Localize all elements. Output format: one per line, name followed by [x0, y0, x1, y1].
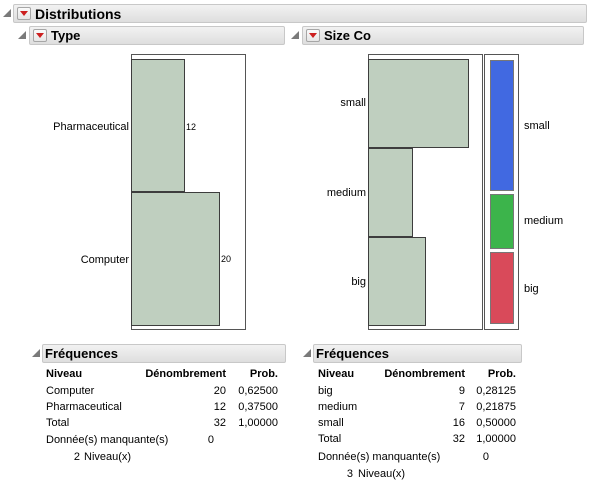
type-freq-row-level: Total: [46, 417, 70, 429]
type-freq-row-count: 32: [213, 417, 226, 429]
size-axis-label-medium: medium: [326, 187, 366, 199]
type-freq-col-level: Niveau: [46, 368, 83, 380]
size-freq-row-count: 32: [452, 433, 465, 445]
size-freq-col-count: Dénombrement: [384, 368, 465, 380]
mosaic-segment-medium[interactable]: [490, 194, 514, 249]
size-freq-levels-label: Niveau(x): [358, 468, 406, 480]
size-freq-row-level: medium: [318, 401, 358, 413]
type-freq-row-prob: 0,62500: [238, 385, 278, 397]
distributions-title: Distributions: [35, 6, 122, 22]
red-triangle-menu-icon[interactable]: [17, 7, 31, 20]
type-disclosure-icon[interactable]: [18, 31, 26, 39]
mosaic-segment-small[interactable]: [490, 60, 514, 191]
size-freq-levels-count: 3: [346, 468, 353, 480]
mosaic-label-medium: medium: [524, 215, 564, 227]
type-freq-title: Fréquences: [45, 346, 118, 361]
size-disclosure-icon[interactable]: [291, 31, 299, 39]
type-freq-row-level: Computer: [46, 385, 95, 397]
type-freq-disclosure-icon[interactable]: [32, 349, 40, 357]
size-bar-small[interactable]: [368, 59, 469, 148]
type-bar-pharmaceutical[interactable]: [131, 59, 185, 192]
size-freq-col-prob: Prob.: [487, 368, 516, 380]
type-freq-levels-label: Niveau(x): [84, 451, 132, 463]
size-freq-row-prob: 0,21875: [476, 401, 516, 413]
size-red-triangle-menu-icon[interactable]: [306, 29, 320, 42]
type-bar-computer-count: 20: [221, 254, 232, 264]
size-freq-row-level: Total: [318, 433, 342, 445]
size-axis-label-big: big: [351, 276, 366, 288]
disclosure-triangle-icon[interactable]: [3, 9, 11, 17]
size-freq-title: Fréquences: [316, 346, 389, 361]
size-freq-row-prob: 0,50000: [476, 417, 516, 429]
distributions-header: Distributions: [13, 4, 587, 23]
type-title: Type: [51, 28, 81, 43]
type-freq-missing-label: Donnée(s) manquante(s): [46, 434, 169, 446]
size-freq-header: Fréquences: [313, 344, 522, 363]
size-title: Size Co: [324, 28, 371, 43]
mosaic-label-small: small: [524, 120, 550, 132]
type-freq-col-prob: Prob.: [249, 368, 278, 380]
type-freq-col-count: Dénombrement: [145, 368, 226, 380]
size-freq-row-prob: 1,00000: [476, 433, 516, 445]
type-axis-label-pharmaceutical: Pharmaceutical: [53, 121, 129, 133]
type-freq-row-prob: 1,00000: [238, 417, 278, 429]
size-freq-row-prob: 0,28125: [476, 385, 516, 397]
size-freq-row-level: small: [318, 417, 344, 429]
type-freq-levels-count: 2: [73, 451, 80, 463]
size-freq-col-level: Niveau: [318, 368, 355, 380]
size-freq-missing-value: 0: [482, 451, 489, 463]
type-freq-header: Fréquences: [42, 344, 286, 363]
type-header: Type: [29, 26, 285, 45]
size-header: Size Co: [302, 26, 584, 45]
size-freq-row-count: 9: [458, 385, 465, 397]
type-freq-row-count: 12: [213, 401, 226, 413]
type-freq-row-level: Pharmaceutical: [46, 401, 122, 413]
size-axis-label-small: small: [340, 97, 366, 109]
size-bar-big[interactable]: [368, 237, 426, 326]
type-freq-row-count: 20: [213, 385, 226, 397]
type-freq-row-prob: 0,37500: [238, 401, 278, 413]
size-freq-missing-label: Donnée(s) manquante(s): [318, 451, 441, 463]
size-freq-row-level: big: [318, 385, 333, 397]
type-freq-missing-value: 0: [207, 434, 214, 446]
type-bar-computer[interactable]: [131, 192, 220, 326]
mosaic-label-big: big: [524, 283, 539, 295]
type-red-triangle-menu-icon[interactable]: [33, 29, 47, 42]
type-bar-pharmaceutical-count: 12: [186, 122, 197, 132]
mosaic-segment-big[interactable]: [490, 252, 514, 324]
size-freq-disclosure-icon[interactable]: [303, 349, 311, 357]
size-freq-row-count: 7: [458, 401, 465, 413]
type-axis-label-computer: Computer: [80, 254, 129, 266]
size-freq-row-count: 16: [452, 417, 465, 429]
size-bar-medium[interactable]: [368, 148, 413, 237]
